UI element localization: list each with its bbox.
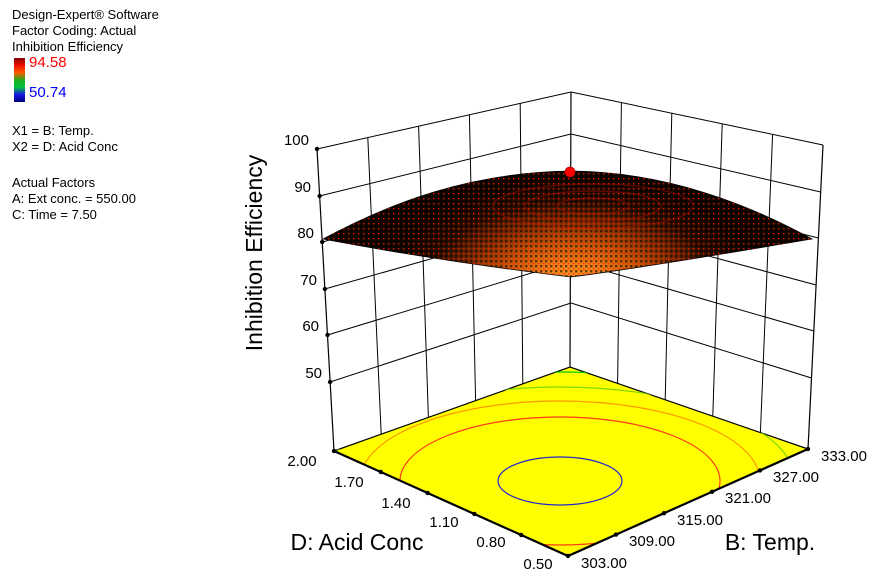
- z-axis-ticks: 100 90 80 70 60 50: [284, 132, 322, 382]
- b-axis-tick-label: 333.00: [821, 448, 867, 465]
- z-axis-tick-label: 80: [297, 225, 314, 242]
- response-surface: [321, 166, 814, 278]
- b-axis-tick-label: 315.00: [677, 512, 723, 529]
- design-point-marker: [564, 166, 576, 178]
- actual-factor-a-label: A: Ext conc. = 550.00: [12, 191, 136, 206]
- color-scale-bar: [14, 58, 25, 102]
- z-axis-tick-label: 70: [300, 272, 317, 289]
- b-axis-tick-label: 321.00: [725, 490, 771, 507]
- x2-assignment-label: X2 = D: Acid Conc: [12, 139, 118, 154]
- b-axis-tick-label: 309.00: [629, 533, 675, 550]
- factor-coding-label: Factor Coding: Actual: [12, 23, 137, 38]
- z-axis-title: Inhibition Efficiency: [241, 154, 267, 351]
- d-axis-ticks: 2.00 1.70 1.40 1.10 0.80 0.50: [287, 453, 552, 573]
- z-axis-tick-label: 100: [284, 132, 309, 149]
- software-title: Design-Expert® Software: [12, 7, 159, 22]
- x1-assignment-label: X1 = B: Temp.: [12, 123, 94, 138]
- wall-grid: [316, 91, 824, 452]
- surface-contour-rings: [492, 183, 694, 229]
- legend-panel: Design-Expert® Software Factor Coding: A…: [12, 7, 159, 223]
- contour-ring-green-outer: [334, 371, 808, 556]
- d-axis-tick-label: 1.40: [381, 495, 410, 512]
- contour-ring-blue: [497, 456, 623, 506]
- color-scale-min-label: 50.74: [29, 84, 67, 101]
- b-axis-ticks: 303.00 309.00 315.00 321.00 327.00 333.0…: [581, 448, 867, 572]
- d-axis-tick-label: 2.00: [287, 453, 316, 470]
- d-axis-tick-label: 0.80: [476, 534, 505, 551]
- d-axis-tick-label: 1.70: [334, 474, 363, 491]
- z-axis-tick-label: 90: [294, 179, 311, 196]
- color-scale: 94.58 50.74: [12, 54, 159, 103]
- actual-factor-c-label: C: Time = 7.50: [12, 207, 97, 222]
- response-name-label: Inhibition Efficiency: [12, 39, 124, 54]
- d-axis-title: D: Acid Conc: [291, 529, 424, 555]
- z-axis-tick-label: 60: [302, 318, 319, 335]
- b-axis-title: B: Temp.: [725, 529, 815, 555]
- axis-tick-dots: [314, 146, 811, 559]
- d-axis-tick-label: 0.50: [523, 556, 552, 573]
- d-axis-tick-label: 1.10: [429, 514, 458, 531]
- floor-contour-plot: [332, 366, 810, 558]
- z-axis-tick-label: 50: [305, 365, 322, 382]
- color-scale-max-label: 94.58: [29, 54, 67, 71]
- actual-factors-heading: Actual Factors: [12, 175, 96, 190]
- b-axis-tick-label: 303.00: [581, 555, 627, 572]
- b-axis-tick-label: 327.00: [773, 469, 819, 486]
